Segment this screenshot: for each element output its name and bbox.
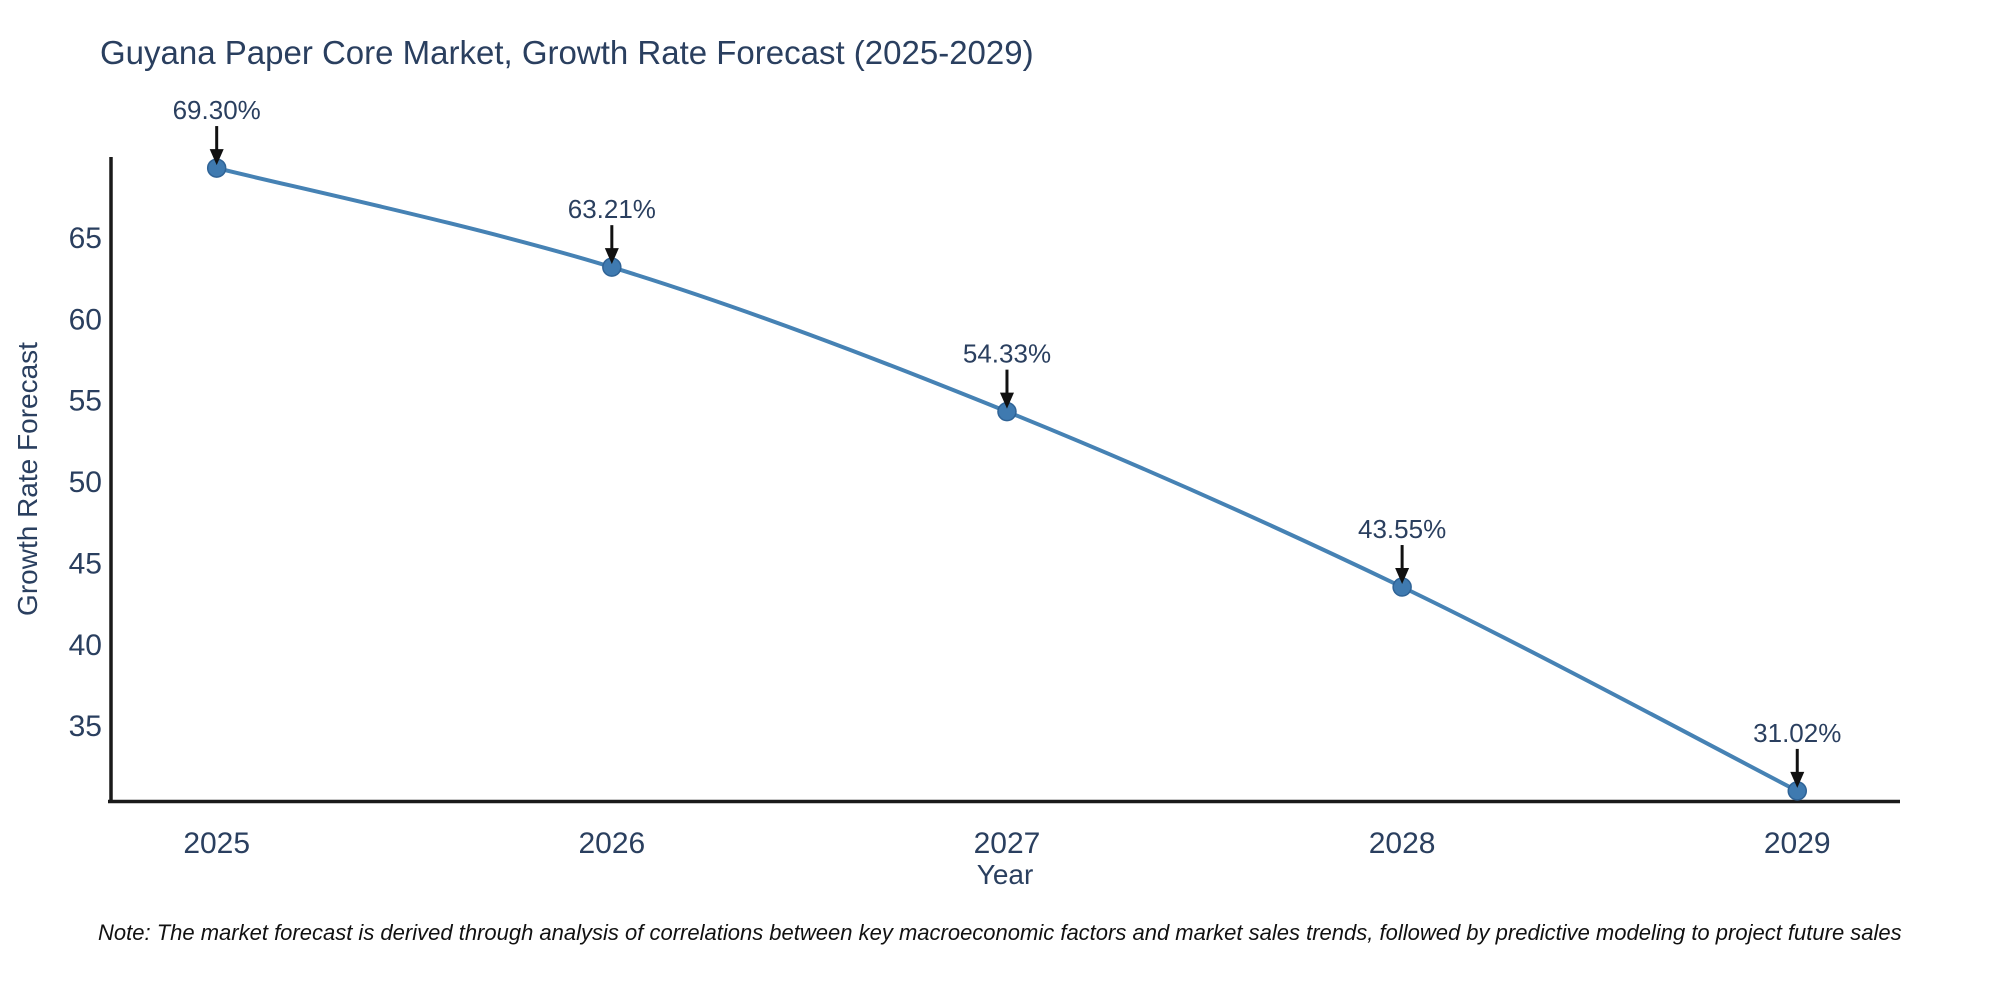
y-tick-label: 35 (69, 710, 102, 743)
annotation-arrowhead-icon (1395, 568, 1410, 585)
x-tick-label: 2029 (1764, 827, 1831, 860)
footnote: Note: The market forecast is derived thr… (98, 920, 1902, 945)
x-tick-label: 2025 (183, 827, 250, 860)
y-tick-label: 45 (69, 547, 102, 580)
chart-title: Guyana Paper Core Market, Growth Rate Fo… (100, 34, 1034, 71)
y-tick-label: 40 (69, 629, 102, 662)
data-point-label: 54.33% (963, 339, 1051, 369)
annotation-arrowhead-icon (209, 149, 224, 166)
y-tick-label: 55 (69, 385, 102, 418)
data-point-label: 69.30% (173, 95, 261, 125)
annotation-arrowhead-icon (999, 392, 1014, 409)
data-point-label: 63.21% (568, 194, 656, 224)
annotation-arrowhead-icon (604, 248, 619, 265)
y-tick-label: 50 (69, 466, 102, 499)
data-point-label: 31.02% (1753, 718, 1841, 748)
y-tick-label: 60 (69, 303, 102, 336)
data-point-label: 43.55% (1358, 514, 1446, 544)
x-tick-label: 2027 (974, 827, 1041, 860)
x-axis-title: Year (976, 859, 1034, 890)
annotation-arrowhead-icon (1790, 771, 1805, 788)
y-tick-label: 65 (69, 222, 102, 255)
x-tick-label: 2028 (1369, 827, 1436, 860)
forecast-line (214, 166, 1800, 793)
x-tick-label: 2026 (578, 827, 645, 860)
